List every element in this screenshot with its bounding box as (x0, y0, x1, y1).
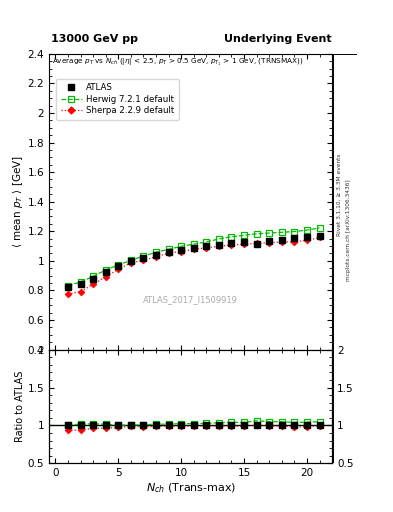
Text: mcplots.cern.ch [arXiv:1306.3436]: mcplots.cern.ch [arXiv:1306.3436] (346, 180, 351, 281)
Text: Rivet 3.1.10, ≥ 3.3M events: Rivet 3.1.10, ≥ 3.3M events (336, 153, 341, 236)
Text: ATLAS_2017_I1509919: ATLAS_2017_I1509919 (143, 295, 238, 304)
X-axis label: $N_{ch}$ (Trans-max): $N_{ch}$ (Trans-max) (145, 481, 236, 495)
Y-axis label: Ratio to ATLAS: Ratio to ATLAS (15, 371, 25, 442)
Text: 13000 GeV pp: 13000 GeV pp (51, 33, 138, 44)
Y-axis label: $\langle$ mean $p_T$ $\rangle$ [GeV]: $\langle$ mean $p_T$ $\rangle$ [GeV] (11, 155, 25, 248)
Legend: ATLAS, Herwig 7.2.1 default, Sherpa 2.2.9 default: ATLAS, Herwig 7.2.1 default, Sherpa 2.2.… (56, 79, 179, 119)
Text: Average $p_T$ vs $N_{ch}$ ($|\eta|$ < 2.5, $p_T$ > 0.5 GeV, $p_{T_1}$ > 1 GeV, (: Average $p_T$ vs $N_{ch}$ ($|\eta|$ < 2.… (52, 57, 303, 68)
Text: Underlying Event: Underlying Event (224, 33, 332, 44)
